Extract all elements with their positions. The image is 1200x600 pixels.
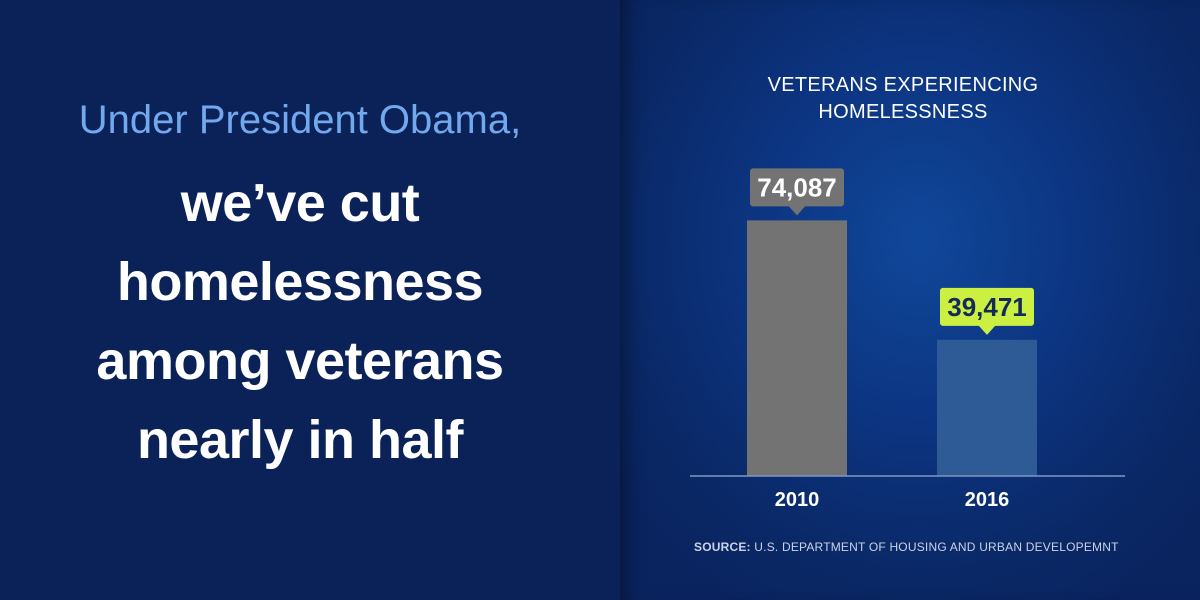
chart-panel [620,0,1200,600]
x-tick-label: 2016 [965,489,1010,511]
bar [747,220,847,476]
headline-line: among veterans [96,331,504,391]
value-label-pointer [788,205,806,216]
value-label-box [750,168,844,207]
headline-panel [0,0,620,600]
headline-line: homelessness [116,252,484,312]
chart-title-line: HOMELESSNESS [818,101,988,123]
chart-title: VETERANS EXPERIENCING HOMELESSNESS [620,72,1186,126]
headline: we’ve cut homelessness among veterans ne… [0,164,600,480]
source-text: U.S. DEPARTMENT OF HOUSING AND URBAN DEV… [754,540,1119,554]
value-label-pointer [978,324,996,335]
x-tick-label: 2010 [775,489,820,511]
value-label-box [940,287,1034,326]
source-label: SOURCE: [694,540,751,554]
headline-line: nearly in half [136,410,464,470]
value-label: 74,087 [757,172,837,202]
headline-intro: Under President Obama, [78,98,522,142]
headline-line: we’ve cut [180,173,420,233]
bar [937,339,1037,476]
chart-title-line: VETERANS EXPERIENCING [767,74,1039,96]
source-note: SOURCE: U.S. DEPARTMENT OF HOUSING AND U… [694,540,1119,554]
bar-chart: 74,087 2010 39,471 2016 [690,168,1125,511]
value-label: 39,471 [947,292,1027,322]
